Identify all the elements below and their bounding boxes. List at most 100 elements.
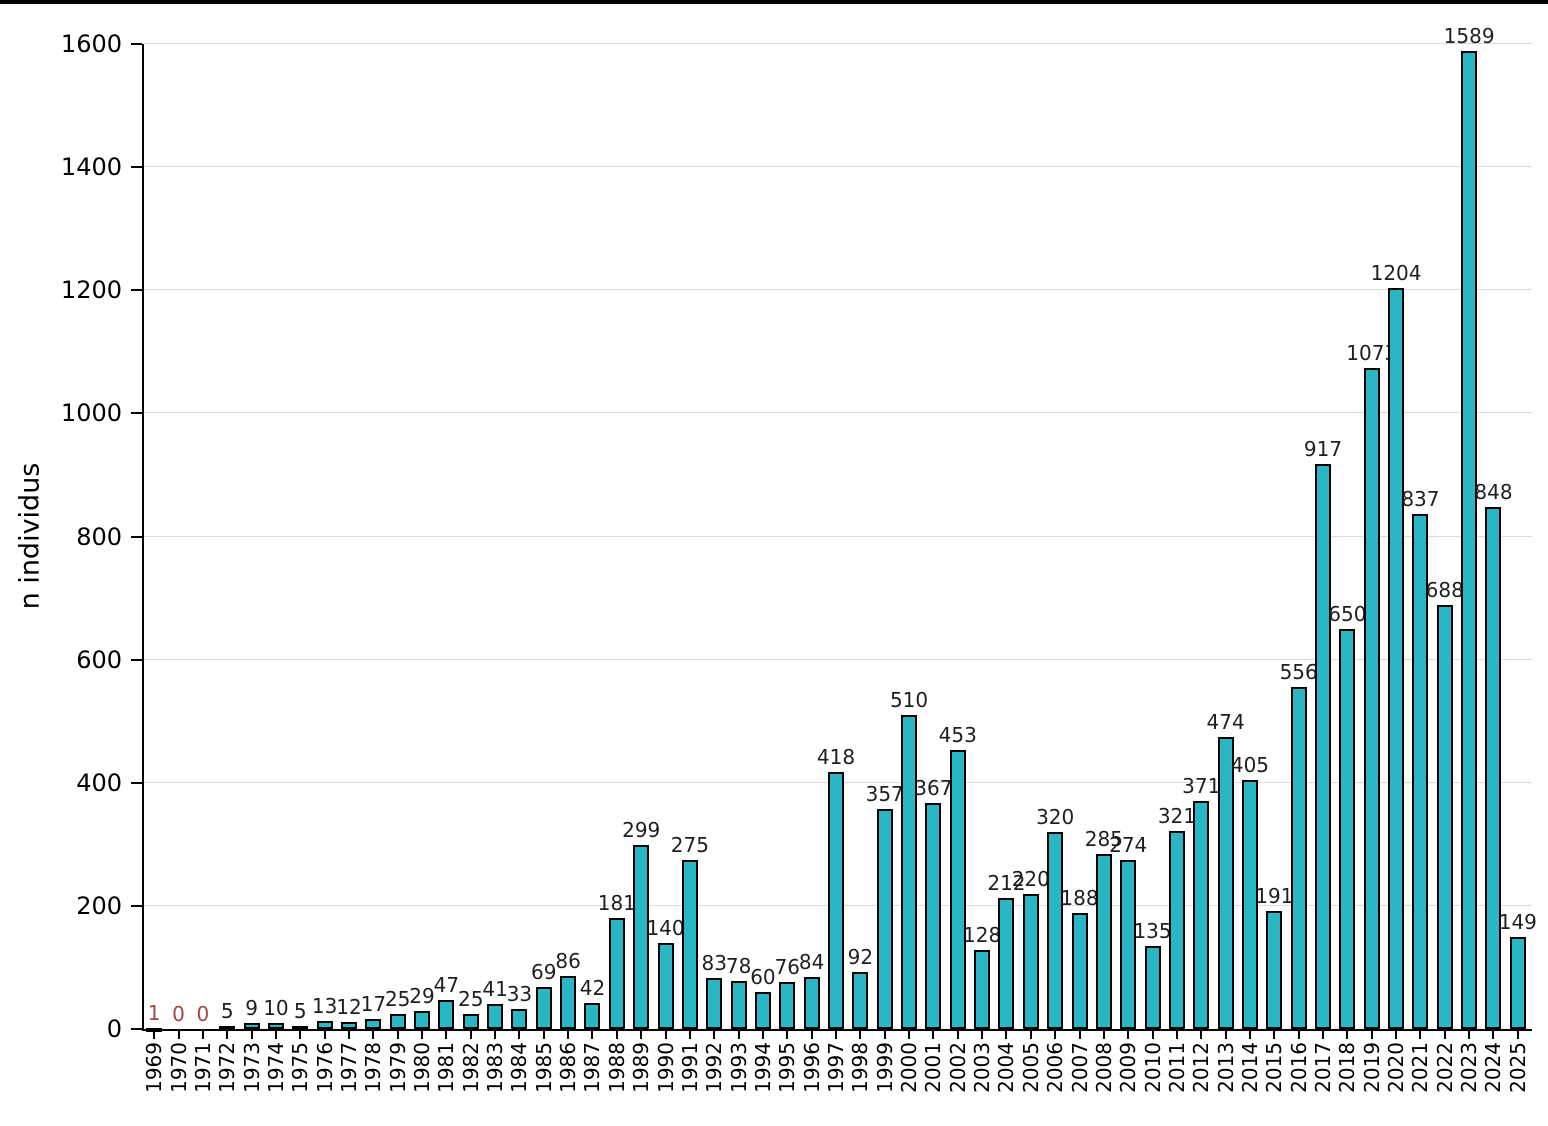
y-axis-tick <box>131 904 142 907</box>
bar-value-label: 453 <box>938 723 977 748</box>
bar-value-label: 917 <box>1303 437 1343 462</box>
bar-value-label: 1 <box>147 1001 161 1026</box>
x-tick-label: 1972 <box>215 1042 240 1093</box>
bar <box>1388 287 1405 1029</box>
bar-value-label: 5 <box>293 998 307 1023</box>
y-axis-tick <box>131 658 142 661</box>
x-tick-label: 1994 <box>750 1042 775 1093</box>
x-axis-tick <box>274 1031 277 1039</box>
x-tick-label-wrap: 2010 <box>1141 1042 1165 1093</box>
gridline <box>144 658 1532 660</box>
x-tick-label-wrap: 1995 <box>775 1042 799 1093</box>
bar <box>1509 937 1526 1029</box>
x-tick-label: 2001 <box>921 1042 946 1093</box>
x-tick-label-wrap: 2001 <box>921 1042 945 1093</box>
x-tick-label-wrap: 1975 <box>288 1042 312 1093</box>
y-axis-tick <box>131 289 142 292</box>
gridline <box>144 535 1532 537</box>
x-tick-label: 2024 <box>1481 1042 1506 1093</box>
x-tick-label: 1973 <box>239 1042 264 1093</box>
x-axis-tick <box>1468 1031 1471 1039</box>
y-axis-tick <box>131 781 142 784</box>
x-tick-label-wrap: 1996 <box>800 1042 824 1093</box>
x-tick-label-wrap: 2000 <box>897 1042 921 1093</box>
x-tick-label: 1981 <box>434 1042 459 1093</box>
x-axis-tick <box>908 1031 911 1039</box>
x-tick-label-wrap: 2014 <box>1238 1042 1262 1093</box>
bar-value-label: 275 <box>670 832 709 857</box>
x-axis-tick <box>372 1031 375 1039</box>
bar-value-label: 0 <box>172 1002 185 1026</box>
x-tick-label: 2006 <box>1043 1042 1068 1093</box>
bar <box>876 809 893 1029</box>
bar <box>1095 853 1112 1029</box>
x-tick-label-wrap: 1972 <box>215 1042 239 1093</box>
bar-value-label: 29 <box>409 984 435 1009</box>
x-tick-label: 2005 <box>1018 1042 1043 1093</box>
bar-value-label: 405 <box>1230 752 1270 777</box>
x-tick-label: 2003 <box>970 1042 995 1093</box>
x-tick-label: 1996 <box>799 1042 824 1093</box>
x-tick-label-wrap: 1974 <box>264 1042 288 1093</box>
bar-value-label: 220 <box>1011 866 1050 891</box>
x-tick-label-wrap: 2022 <box>1433 1042 1457 1093</box>
x-tick-label: 1971 <box>190 1042 215 1093</box>
x-tick-label-wrap: 1993 <box>727 1042 751 1093</box>
bar <box>243 1023 260 1029</box>
bar-value-label: 357 <box>865 782 904 807</box>
bar-value-label: 149 <box>1498 910 1537 935</box>
x-tick-label-wrap: 1999 <box>873 1042 897 1093</box>
x-tick-label: 2018 <box>1335 1042 1360 1093</box>
x-axis-tick <box>1151 1031 1154 1039</box>
bar <box>1363 368 1380 1029</box>
y-axis-tick <box>131 1028 142 1030</box>
bar-value-label: 848 <box>1474 479 1513 504</box>
x-tick-label: 2009 <box>1116 1042 1141 1093</box>
y-axis-tick <box>131 412 142 415</box>
bar-value-label: 60 <box>750 965 776 990</box>
x-tick-label: 1998 <box>848 1042 873 1093</box>
x-tick-label-wrap: 2011 <box>1165 1042 1189 1093</box>
bar-value-label: 650 <box>1328 601 1367 626</box>
x-tick-label-wrap: 2021 <box>1408 1042 1432 1093</box>
bar <box>925 803 942 1029</box>
bar-value-label: 17 <box>360 991 387 1016</box>
x-tick-label-wrap: 2008 <box>1092 1042 1116 1093</box>
x-tick-label: 2022 <box>1432 1042 1457 1093</box>
y-tick-label: 1000 <box>60 399 122 428</box>
y-tick-label: 1200 <box>60 276 122 305</box>
x-tick-label-wrap: 2023 <box>1457 1042 1481 1093</box>
bar-value-label: 188 <box>1060 886 1099 911</box>
bar <box>633 844 650 1029</box>
bar <box>1485 506 1502 1029</box>
x-tick-label: 1982 <box>458 1042 483 1093</box>
bar <box>1047 832 1064 1029</box>
bar-value-label: 274 <box>1109 833 1148 858</box>
x-axis-tick <box>932 1031 935 1039</box>
bar <box>365 1018 382 1029</box>
bar-value-label: 371 <box>1182 773 1221 798</box>
x-tick-label: 1989 <box>629 1042 654 1093</box>
y-axis-tick <box>131 166 142 169</box>
bar <box>292 1025 309 1030</box>
x-tick-label-wrap: 2015 <box>1262 1042 1286 1093</box>
x-axis-tick <box>494 1031 497 1039</box>
x-tick-label: 2014 <box>1237 1042 1262 1093</box>
bar <box>414 1011 431 1029</box>
bar <box>949 750 966 1029</box>
bar <box>1339 628 1356 1029</box>
x-axis-tick <box>1005 1031 1008 1039</box>
x-tick-label-wrap: 1976 <box>313 1042 337 1093</box>
x-axis-tick <box>201 1031 204 1039</box>
x-tick-label: 1993 <box>726 1042 751 1093</box>
x-axis-tick <box>1175 1031 1178 1039</box>
bar <box>219 1025 236 1030</box>
bar <box>1168 831 1185 1029</box>
bar-value-label: 181 <box>597 890 636 915</box>
x-tick-label: 1976 <box>312 1042 337 1093</box>
x-axis-tick <box>469 1031 472 1039</box>
bar <box>852 972 869 1029</box>
x-tick-label-wrap: 1984 <box>507 1042 531 1093</box>
bar-value-label: 69 <box>531 959 557 984</box>
bar <box>462 1013 479 1029</box>
